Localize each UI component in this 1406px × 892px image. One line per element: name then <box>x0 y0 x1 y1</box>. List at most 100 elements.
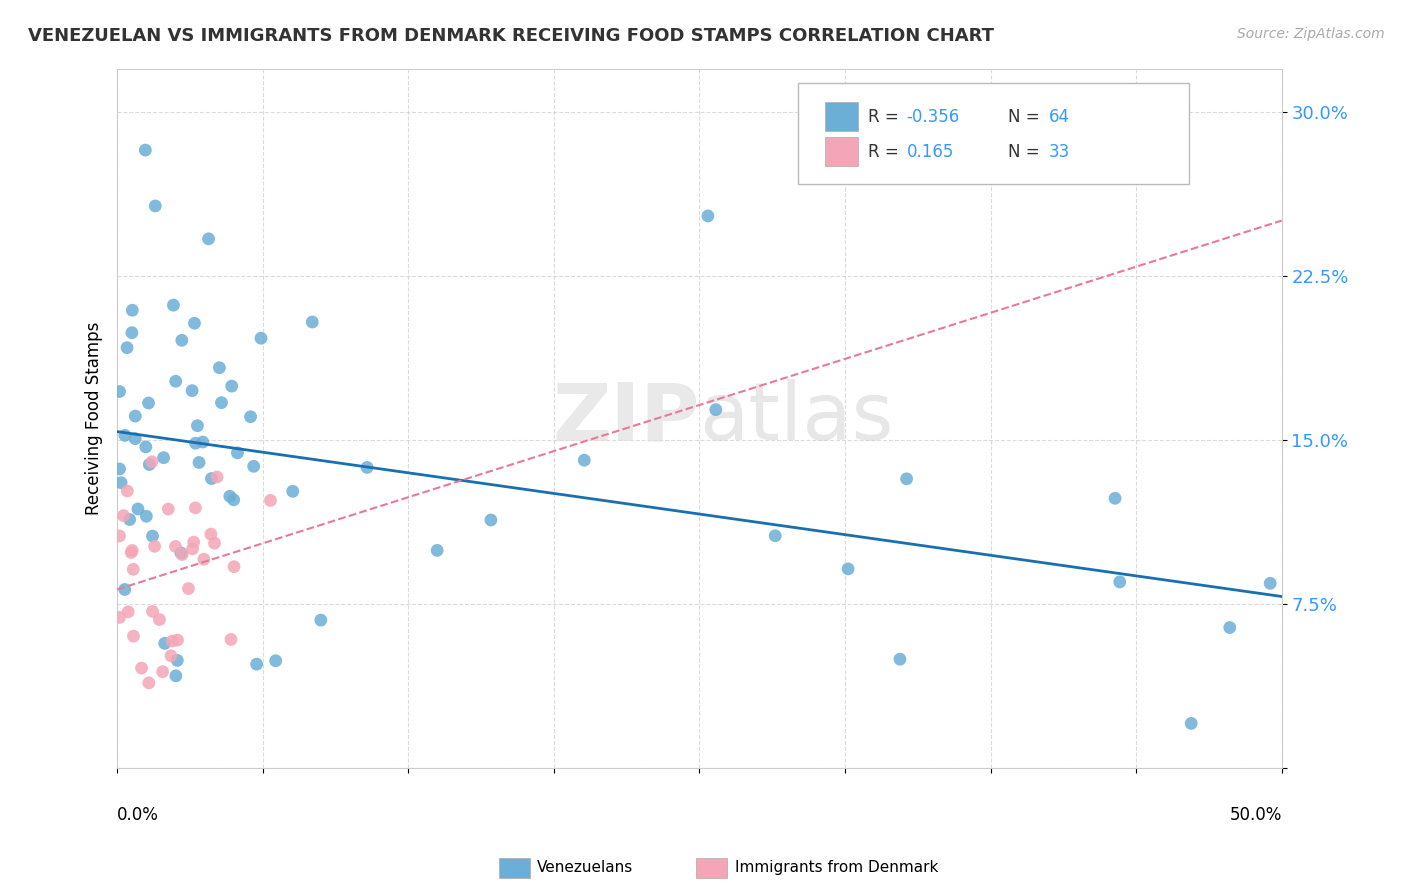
Point <box>110 475 132 490</box>
Point <box>259 493 281 508</box>
Point <box>204 536 226 550</box>
Point <box>184 500 207 515</box>
Point <box>135 440 157 454</box>
Text: 33: 33 <box>1049 143 1070 161</box>
Point <box>1258 576 1281 591</box>
Point <box>127 502 149 516</box>
Point <box>837 562 859 576</box>
Point <box>193 552 215 566</box>
Point <box>183 316 205 330</box>
Point <box>226 446 249 460</box>
Point <box>191 435 214 450</box>
Point <box>211 395 233 409</box>
Point <box>160 634 183 648</box>
Point <box>181 384 204 398</box>
Point <box>112 508 135 523</box>
Point <box>246 657 269 672</box>
Point <box>186 418 208 433</box>
Point <box>114 582 136 597</box>
Text: Source: ZipAtlas.com: Source: ZipAtlas.com <box>1237 27 1385 41</box>
Point <box>170 334 193 348</box>
Point <box>1108 574 1130 589</box>
Point <box>152 450 174 465</box>
Point <box>143 539 166 553</box>
Text: VENEZUELAN VS IMMIGRANTS FROM DENMARK RECEIVING FOOD STAMPS CORRELATION CHART: VENEZUELAN VS IMMIGRANTS FROM DENMARK RE… <box>28 27 994 45</box>
Point <box>222 492 245 507</box>
Point <box>138 396 160 410</box>
Point <box>165 374 187 388</box>
Point <box>162 298 184 312</box>
Point <box>117 605 139 619</box>
Text: -0.356: -0.356 <box>907 108 960 126</box>
Point <box>135 509 157 524</box>
Point <box>124 409 146 423</box>
Point <box>1219 621 1241 635</box>
Point <box>165 540 187 554</box>
Point <box>131 661 153 675</box>
Point <box>166 633 188 648</box>
Point <box>1180 716 1202 731</box>
Point <box>170 546 193 560</box>
Point <box>115 341 138 355</box>
Point <box>208 360 231 375</box>
Point <box>264 654 287 668</box>
Text: Venezuelans: Venezuelans <box>537 861 633 875</box>
Point <box>138 676 160 690</box>
Point <box>309 613 332 627</box>
Point <box>239 409 262 424</box>
Point <box>108 529 131 543</box>
Text: atlas: atlas <box>699 379 894 457</box>
Point <box>697 209 720 223</box>
Point <box>218 489 240 503</box>
Point <box>763 529 786 543</box>
Point <box>153 636 176 650</box>
Point <box>242 459 264 474</box>
Point <box>143 199 166 213</box>
Point <box>122 629 145 643</box>
Point <box>157 502 180 516</box>
Text: 0.165: 0.165 <box>907 143 955 161</box>
Point <box>141 529 163 543</box>
Point <box>222 559 245 574</box>
Point <box>122 562 145 576</box>
Point <box>108 610 131 624</box>
Point <box>118 512 141 526</box>
Point <box>124 432 146 446</box>
Point <box>152 665 174 679</box>
Text: ZIP: ZIP <box>553 379 699 457</box>
Point <box>183 535 205 549</box>
Text: 50.0%: 50.0% <box>1229 806 1282 824</box>
Point <box>141 604 163 618</box>
Text: R =: R = <box>869 143 904 161</box>
Point <box>221 379 243 393</box>
FancyBboxPatch shape <box>825 102 858 131</box>
Point <box>301 315 323 329</box>
FancyBboxPatch shape <box>825 137 858 167</box>
Point <box>205 470 228 484</box>
Point <box>426 543 449 558</box>
Point <box>172 548 194 562</box>
Point <box>138 458 160 472</box>
Point <box>200 527 222 541</box>
Point <box>574 453 596 467</box>
Point <box>1104 491 1126 506</box>
Text: 0.0%: 0.0% <box>117 806 159 824</box>
Point <box>479 513 502 527</box>
Text: R =: R = <box>869 108 904 126</box>
Point <box>896 472 918 486</box>
Point <box>117 483 139 498</box>
Point <box>121 543 143 558</box>
Point <box>108 462 131 476</box>
Point <box>200 471 222 485</box>
Point <box>356 460 378 475</box>
Point <box>197 232 219 246</box>
Point <box>181 541 204 556</box>
Point <box>704 402 727 417</box>
Point <box>165 669 187 683</box>
Point <box>184 436 207 450</box>
Point <box>188 455 211 469</box>
Text: 64: 64 <box>1049 108 1070 126</box>
Text: Immigrants from Denmark: Immigrants from Denmark <box>735 861 939 875</box>
Point <box>114 428 136 442</box>
Point <box>219 632 242 647</box>
